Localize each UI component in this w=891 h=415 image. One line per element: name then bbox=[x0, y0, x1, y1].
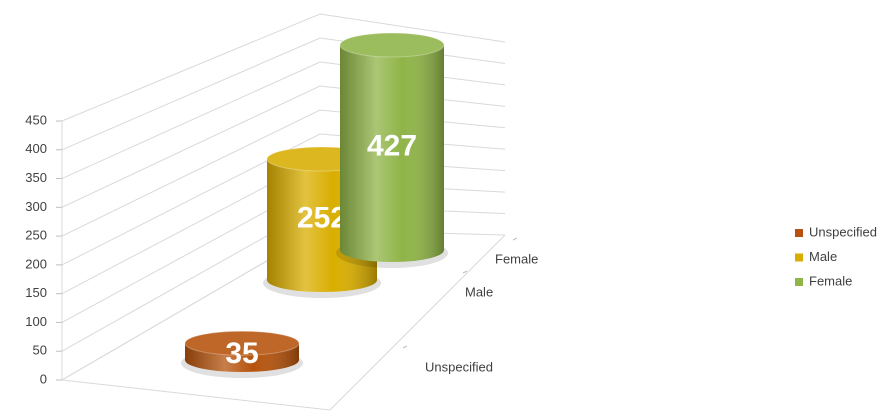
legend-swatch bbox=[795, 278, 803, 286]
tick-mark bbox=[512, 237, 518, 241]
y-tick-label: 250 bbox=[25, 228, 47, 243]
legend-swatch bbox=[795, 253, 803, 262]
y-tick-label: 0 bbox=[40, 371, 47, 386]
y-tick-label: 350 bbox=[25, 170, 47, 185]
legend-label: Unspecified bbox=[809, 224, 877, 239]
depth-tick-label: Female bbox=[495, 251, 538, 266]
tick-mark bbox=[462, 270, 468, 274]
y-tick-label: 400 bbox=[25, 141, 47, 156]
value-label: 427 bbox=[367, 129, 417, 162]
tick-mark bbox=[402, 345, 408, 349]
cylinder-top bbox=[184, 330, 300, 356]
legend-swatch bbox=[795, 229, 803, 237]
y-tick-label: 100 bbox=[25, 314, 47, 329]
cylinder-top bbox=[339, 32, 445, 58]
y-tick-label: 450 bbox=[25, 112, 47, 127]
value-label: 35 bbox=[225, 337, 258, 370]
depth-tick-label: Unspecified bbox=[425, 359, 493, 374]
y-tick-label: 50 bbox=[33, 343, 47, 358]
top-highlight bbox=[340, 33, 444, 58]
shading bbox=[340, 45, 444, 262]
y-tick-label: 300 bbox=[25, 199, 47, 214]
grid-line bbox=[61, 13, 506, 122]
y-tick-label: 200 bbox=[25, 256, 47, 271]
value-label: 252 bbox=[297, 201, 347, 234]
legend-label: Male bbox=[809, 249, 837, 264]
legend-label: Female bbox=[809, 273, 852, 288]
depth-tick-label: Male bbox=[465, 284, 493, 299]
y-tick-label: 150 bbox=[25, 285, 47, 300]
top-highlight bbox=[185, 331, 299, 356]
